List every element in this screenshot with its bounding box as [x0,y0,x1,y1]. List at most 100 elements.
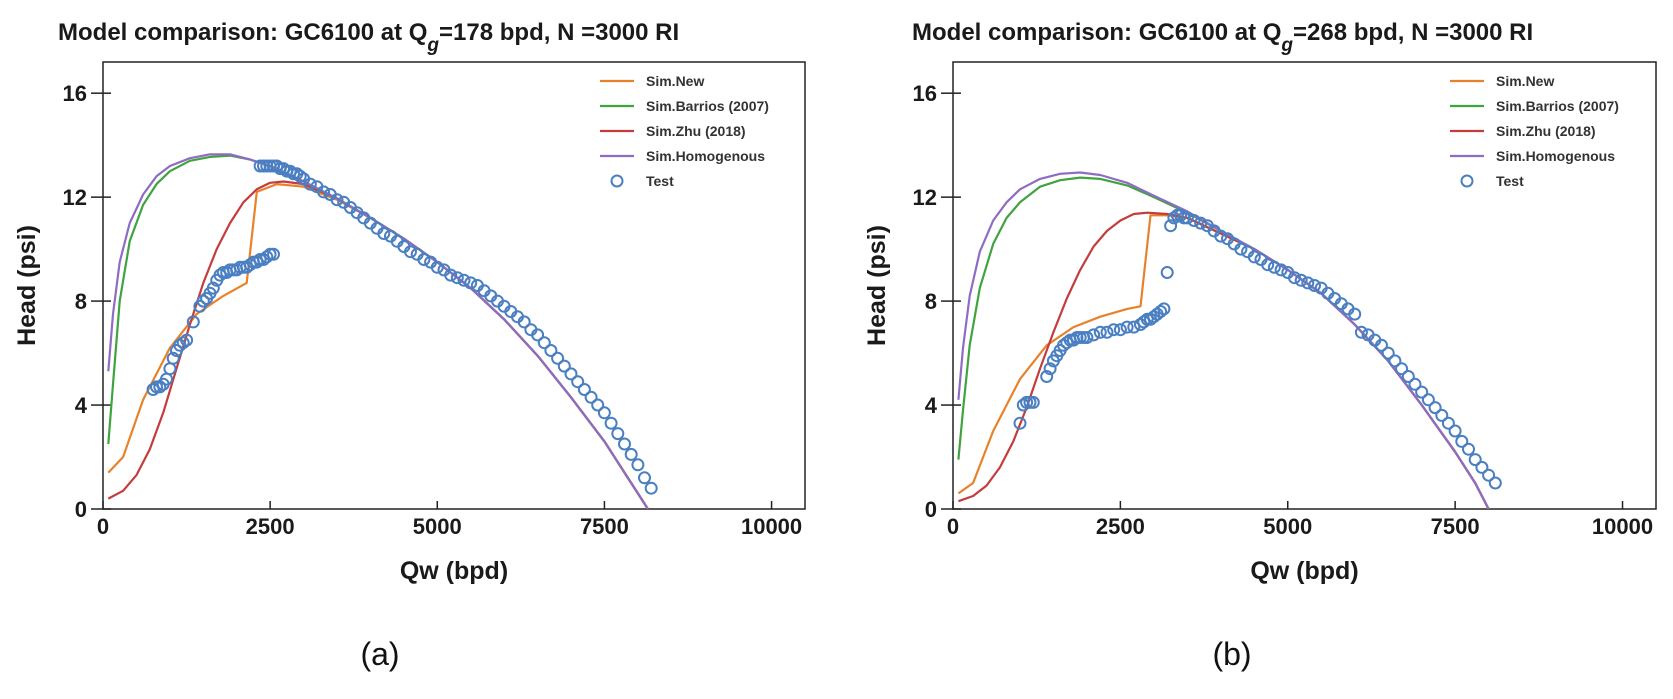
x-tick-label: 10000 [741,514,802,539]
chart-title-suffix: =268 bpd, N =3000 RI [1293,19,1533,46]
test-point [1441,416,1455,430]
test-point [330,193,344,207]
test-point [1415,385,1429,399]
test-point [544,344,558,357]
legend-entry-2: Sim.Barrios (2007) [646,98,769,114]
y-tick-label: 8 [925,289,937,314]
test-point [1401,370,1415,383]
x-tick-label: 7500 [580,514,629,539]
legend-entry-1: Sim.New [646,73,704,89]
chart-panel-1: Model comparison: GC6100 at Qg=178 bpd, … [13,19,806,672]
test-point [464,276,478,290]
chart-title: Model comparison: GC6100 at Qg=178 bpd, … [58,19,679,56]
y-tick-label: 8 [75,289,87,314]
legend-swatch-5 [1460,174,1474,188]
test-point [1488,476,1502,490]
y-tick-label: 4 [925,393,938,418]
test-point [1421,393,1435,407]
test-point [1060,336,1074,350]
test-point [1093,325,1107,339]
test-point [186,315,200,329]
y-axis-label: Head (psi) [13,225,41,346]
test-point [1154,305,1168,318]
chart-title-prefix: Model comparison: GC6100 at Q [912,19,1281,46]
test-point [1194,216,1208,230]
test-point [430,260,444,274]
test-point [213,268,227,282]
x-tick-label: 5000 [1263,514,1312,539]
y-tick-label: 16 [913,81,937,106]
test-point [1462,442,1475,456]
chart-title-prefix: Model comparison: GC6100 at Q [58,19,427,46]
test-point [1043,362,1057,376]
test-point [283,164,297,178]
test-point [180,333,194,347]
test-point [1408,377,1422,391]
test-point [1388,354,1402,368]
test-point [250,255,264,269]
test-point [597,406,611,420]
test-point [1113,323,1127,337]
test-point [1157,302,1171,316]
test-point [317,185,331,199]
test-point [1267,260,1281,274]
legend-entry-5: Test [1496,173,1524,189]
test-point [1234,242,1248,256]
test-point [1288,271,1301,285]
test-point [243,258,257,272]
test-point [1455,434,1469,448]
test-point [1482,468,1496,482]
test-point [1120,320,1134,334]
test-point [1395,362,1409,376]
test-point [1301,276,1315,290]
x-tick-label: 0 [97,514,109,539]
x-tick-label: 2500 [246,514,295,539]
test-point [270,159,284,173]
chart-title-subscript: g [1280,35,1293,56]
test-point [417,253,431,266]
test-point [1174,208,1188,222]
test-point [1026,395,1040,409]
test-point [1435,408,1449,422]
legend: Sim.New Sim.Barrios (2007) Sim.Zhu (2018) S… [1450,73,1619,189]
legend-entry-5: Test [646,173,674,189]
test-point [1468,453,1482,467]
test-point [618,437,631,451]
test-point [1107,323,1121,337]
test-point [146,383,160,396]
test-point [537,336,551,350]
y-tick-label: 16 [63,81,87,106]
x-tick-label: 2500 [1096,514,1145,539]
test-point [1137,315,1151,329]
test-point [1040,370,1054,383]
test-point [1080,331,1094,344]
test-point [1180,211,1194,225]
legend-entry-4: Sim.Homogenous [1496,148,1615,164]
legend-entry-3: Sim.Zhu (2018) [646,123,746,139]
test-point [584,390,598,404]
plot-area [107,153,658,509]
test-point [260,250,274,264]
test-point [611,427,625,441]
test-point [444,268,458,282]
x-tick-label: 10000 [1592,514,1653,539]
test-point [1261,258,1275,272]
test-point [1274,263,1288,277]
test-point [267,247,280,261]
x-tick-label: 7500 [1431,514,1480,539]
test-point [517,315,531,329]
test-point [1013,416,1027,430]
chart-panel-2: Model comparison: GC6100 at Qg=268 bpd, … [863,19,1657,672]
legend-entry-1: Sim.New [1496,73,1554,89]
x-tick-label: 5000 [413,514,462,539]
test-point [206,281,220,295]
panel-label: (a) [360,636,399,672]
y-tick-label: 0 [925,497,937,522]
test-point [450,271,464,285]
test-point [564,367,578,381]
test-point [638,471,651,485]
legend-entry-3: Sim.Zhu (2018) [1496,123,1596,139]
test-point [404,245,417,259]
legend: Sim.New Sim.Barrios (2007) Sim.Zhu (2018) S… [600,73,769,189]
